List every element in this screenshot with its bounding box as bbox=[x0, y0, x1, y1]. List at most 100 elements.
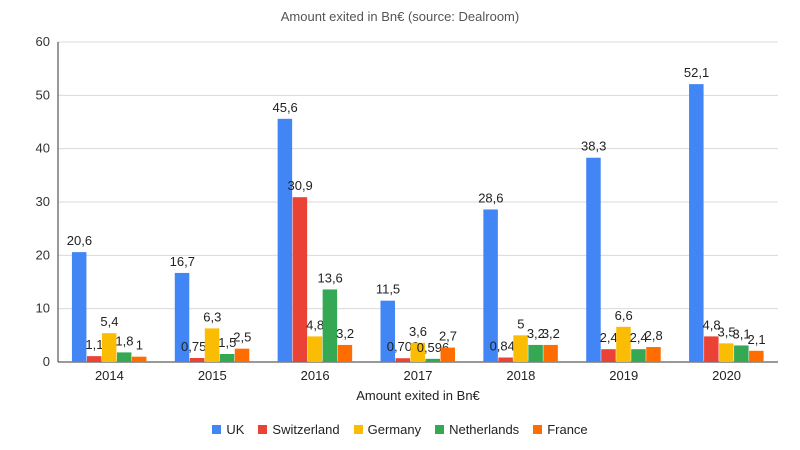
bar-netherlands bbox=[219, 354, 235, 362]
data-label: 1,8 bbox=[115, 333, 133, 348]
x-tick-label: 2016 bbox=[301, 368, 330, 383]
bar-germany bbox=[101, 333, 117, 362]
legend-swatch bbox=[533, 425, 543, 434]
chart-title: Amount exited in Bn€ (source: Dealroom) bbox=[280, 9, 520, 24]
y-tick-label: 0 bbox=[43, 354, 50, 369]
legend-label: Germany bbox=[367, 422, 422, 437]
bar-uk bbox=[689, 84, 704, 362]
bar-uk bbox=[71, 252, 87, 362]
data-label: 45,6 bbox=[272, 100, 297, 115]
x-tick-label: 2014 bbox=[95, 368, 124, 383]
data-label: 2,7 bbox=[439, 329, 457, 344]
legend-label: UK bbox=[226, 422, 245, 437]
bar-netherlands bbox=[322, 289, 338, 362]
data-label: 4,8 bbox=[306, 317, 324, 332]
bar-uk bbox=[277, 118, 293, 362]
bar-france bbox=[234, 348, 250, 362]
data-label: 3,1 bbox=[733, 326, 751, 341]
legend-label: France bbox=[547, 422, 588, 437]
legend-swatch bbox=[353, 425, 363, 434]
data-label: 20,6 bbox=[67, 233, 92, 248]
data-label: 5 bbox=[517, 316, 524, 331]
x-tick-label: 2020 bbox=[712, 368, 741, 383]
data-label: 38,3 bbox=[581, 139, 606, 154]
data-label: 2,5 bbox=[233, 330, 251, 345]
bar-switzerland bbox=[189, 357, 205, 362]
bar-germany bbox=[307, 336, 323, 362]
bar-uk bbox=[586, 157, 601, 362]
legend-item: Switzerland bbox=[258, 422, 340, 437]
legend-label: Netherlands bbox=[449, 422, 520, 437]
data-label: 11,5 bbox=[376, 282, 400, 297]
bar-switzerland bbox=[704, 336, 719, 362]
bar-france bbox=[646, 347, 661, 362]
bar-uk bbox=[380, 300, 395, 362]
data-label: 30,9 bbox=[287, 178, 312, 193]
data-label: 3,5 bbox=[718, 324, 736, 339]
bar-france bbox=[543, 344, 558, 362]
bar-switzerland bbox=[601, 349, 616, 362]
legend-swatch bbox=[212, 425, 222, 434]
data-label: 3,2 bbox=[336, 326, 354, 341]
legend-item: Germany bbox=[353, 422, 422, 437]
data-label: 1,1 bbox=[85, 337, 103, 352]
data-label: 5,4 bbox=[100, 314, 118, 329]
x-axis-title: Amount exited in Bn€ bbox=[356, 388, 480, 403]
bar-france bbox=[749, 350, 764, 362]
legend-item: UK bbox=[212, 422, 244, 437]
bar-netherlands bbox=[734, 345, 749, 362]
bar-uk bbox=[174, 272, 190, 362]
y-tick-label: 60 bbox=[36, 34, 50, 49]
data-label: 2,4 bbox=[630, 330, 648, 345]
x-tick-label: 2017 bbox=[404, 368, 433, 383]
bar-germany bbox=[719, 343, 734, 362]
legend-item: France bbox=[533, 422, 588, 437]
bar-switzerland bbox=[395, 358, 410, 362]
legend-swatch bbox=[435, 425, 445, 434]
data-label: 1 bbox=[136, 338, 143, 353]
data-label: 1,5 bbox=[218, 335, 236, 350]
bar-netherlands bbox=[631, 349, 646, 362]
data-label: 6,3 bbox=[203, 309, 221, 324]
data-label: 52,1 bbox=[684, 65, 709, 80]
data-label: 4,8 bbox=[703, 317, 721, 332]
y-tick-label: 40 bbox=[36, 141, 50, 156]
bar-germany bbox=[513, 335, 528, 362]
data-label: 3,2 bbox=[527, 326, 545, 341]
y-tick-label: 30 bbox=[36, 194, 50, 209]
bar-germany bbox=[410, 342, 425, 362]
legend-item: Netherlands bbox=[435, 422, 519, 437]
bar-switzerland bbox=[498, 357, 513, 362]
data-label: 6,6 bbox=[615, 308, 633, 323]
bar-netherlands bbox=[116, 352, 132, 362]
data-label: 2,8 bbox=[645, 328, 663, 343]
bar-france bbox=[440, 347, 455, 362]
data-label: 3,2 bbox=[542, 326, 560, 341]
data-label: 3,6 bbox=[409, 324, 427, 339]
data-label: 2,1 bbox=[748, 332, 766, 347]
bar-germany bbox=[616, 326, 631, 362]
bar-france bbox=[131, 356, 147, 362]
bar-france bbox=[337, 344, 353, 362]
data-label: 28,6 bbox=[478, 190, 503, 205]
chart-legend: UK Switzerland Germany Netherlands France bbox=[0, 422, 800, 437]
y-tick-label: 10 bbox=[36, 301, 50, 316]
y-tick-label: 20 bbox=[36, 247, 50, 262]
x-tick-label: 2018 bbox=[506, 368, 535, 383]
legend-swatch bbox=[258, 425, 268, 434]
data-label: 2,4 bbox=[600, 330, 618, 345]
bar-switzerland bbox=[86, 356, 102, 362]
bar-netherlands bbox=[528, 344, 543, 362]
bar-germany bbox=[204, 328, 220, 362]
bar-uk bbox=[483, 209, 498, 362]
bar-switzerland bbox=[292, 197, 308, 362]
y-tick-label: 50 bbox=[36, 87, 50, 102]
data-label: 13,6 bbox=[317, 270, 342, 285]
data-label: 16,7 bbox=[170, 254, 195, 269]
x-tick-label: 2019 bbox=[609, 368, 638, 383]
bar-netherlands bbox=[425, 358, 440, 362]
x-tick-label: 2015 bbox=[198, 368, 227, 383]
legend-label: Switzerland bbox=[272, 422, 340, 437]
